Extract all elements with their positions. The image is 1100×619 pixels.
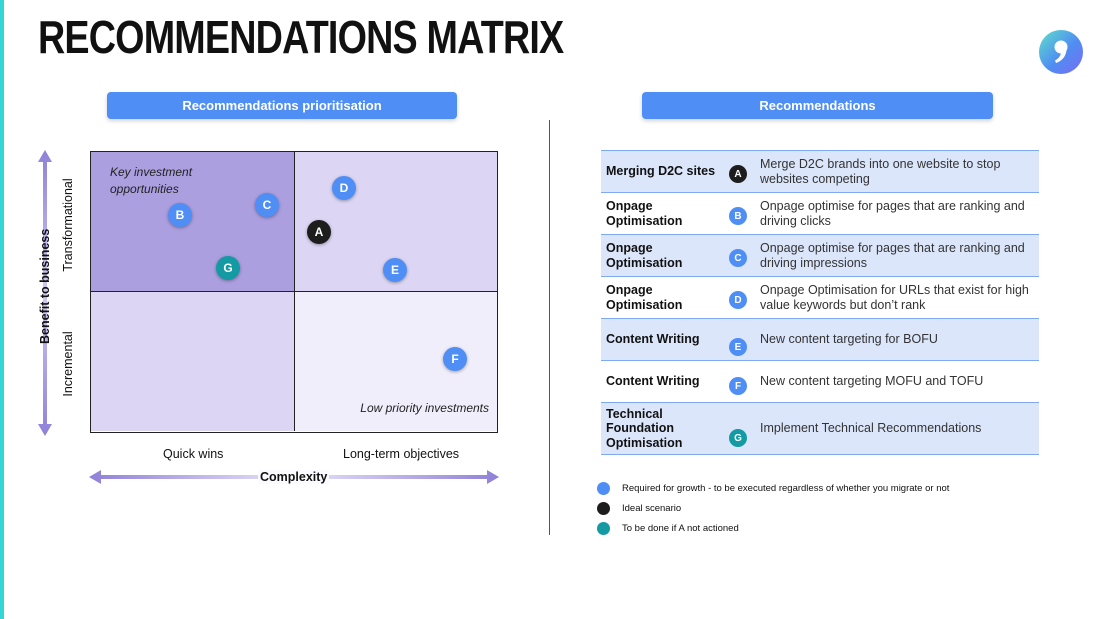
matrix-point-e: E	[383, 258, 407, 282]
legend-dot-blue	[597, 481, 610, 495]
recommendations-table: Merging D2C sites A Merge D2C brands int…	[601, 150, 1039, 455]
table-row: Content Writing F New content targeting …	[601, 360, 1039, 402]
row-category: Content Writing	[606, 374, 700, 389]
table-row: Onpage Optimisation C Onpage optimise fo…	[601, 234, 1039, 276]
y-axis-bottom-label: Incremental	[61, 331, 75, 397]
legend-text: Ideal scenario	[622, 502, 682, 514]
x-axis-right-label: Long-term objectives	[343, 447, 460, 461]
row-category: Technical Foundation Optimisation	[606, 406, 683, 450]
row-category: Onpage Optimisation	[606, 199, 683, 228]
matrix-point-d: D	[332, 176, 356, 200]
legend-item-teal: To be done if A not actioned	[597, 520, 739, 536]
table-row: Onpage Optimisation B Onpage optimise fo…	[601, 192, 1039, 234]
row-category: Onpage Optimisation	[606, 241, 683, 270]
priority-matrix: Key investment opportunities Low priorit…	[90, 151, 498, 433]
matrix-point-c: C	[255, 193, 279, 217]
row-description: New content targeting MOFU and TOFU	[760, 374, 984, 388]
comma-logo-icon	[1039, 30, 1083, 74]
row-letter-badge: G	[729, 429, 747, 447]
row-description: New content targeting for BOFU	[760, 332, 938, 346]
prioritisation-header: Recommendations prioritisation	[107, 92, 457, 119]
quadrant-bottom-left	[91, 292, 295, 431]
legend-item-black: Ideal scenario	[597, 500, 681, 516]
row-letter-badge: B	[729, 207, 747, 225]
x-axis-title: Complexity	[258, 470, 330, 484]
row-category: Onpage Optimisation	[606, 283, 683, 312]
x-axis-left-label: Quick wins	[163, 447, 224, 461]
page-title: RECOMMENDATIONS MATRIX	[38, 11, 564, 63]
row-letter-badge: E	[729, 338, 747, 356]
legend-item-blue: Required for growth - to be executed reg…	[597, 480, 949, 496]
row-letter-badge: D	[729, 291, 747, 309]
row-letter-badge: F	[729, 377, 747, 395]
table-row: Content Writing E New content targeting …	[601, 318, 1039, 360]
quadrant-top-left: Key investment opportunities	[91, 152, 295, 292]
quadrant-label-key-investment: Key investment opportunities	[110, 165, 193, 196]
matrix-point-g: G	[216, 256, 240, 280]
legend-text: To be done if A not actioned	[622, 522, 739, 534]
table-row: Merging D2C sites A Merge D2C brands int…	[601, 150, 1039, 192]
matrix-point-f: F	[443, 347, 467, 371]
recommendations-header: Recommendations	[642, 92, 993, 119]
row-description: Onpage Optimisation for URLs that exist …	[760, 282, 1029, 312]
legend-text: Required for growth - to be executed reg…	[622, 482, 950, 494]
quadrant-label-low-priority: Low priority investments	[360, 401, 489, 415]
matrix-point-b: B	[168, 203, 192, 227]
row-category: Content Writing	[606, 332, 700, 346]
matrix-point-a: A	[307, 220, 331, 244]
row-description: Merge D2C brands into one website to sto…	[760, 156, 1001, 186]
row-description: Onpage optimise for pages that are ranki…	[760, 240, 1025, 270]
row-description: Implement Technical Recommendations	[760, 421, 982, 435]
table-row: Onpage Optimisation D Onpage Optimisatio…	[601, 276, 1039, 318]
legend-dot-black	[597, 501, 610, 515]
row-letter-badge: A	[729, 165, 747, 183]
row-description: Onpage optimise for pages that are ranki…	[760, 198, 1025, 228]
panel-divider	[549, 120, 550, 535]
accent-stripe	[0, 0, 4, 619]
legend-dot-teal	[597, 521, 610, 535]
table-row: Technical Foundation Optimisation G Impl…	[601, 402, 1039, 455]
y-axis-arrow	[38, 150, 52, 436]
y-axis-title: Benefit to business	[38, 228, 52, 344]
row-category: Merging D2C sites	[606, 164, 716, 179]
y-axis-top-label: Transformational	[61, 178, 75, 272]
row-letter-badge: C	[729, 249, 747, 267]
